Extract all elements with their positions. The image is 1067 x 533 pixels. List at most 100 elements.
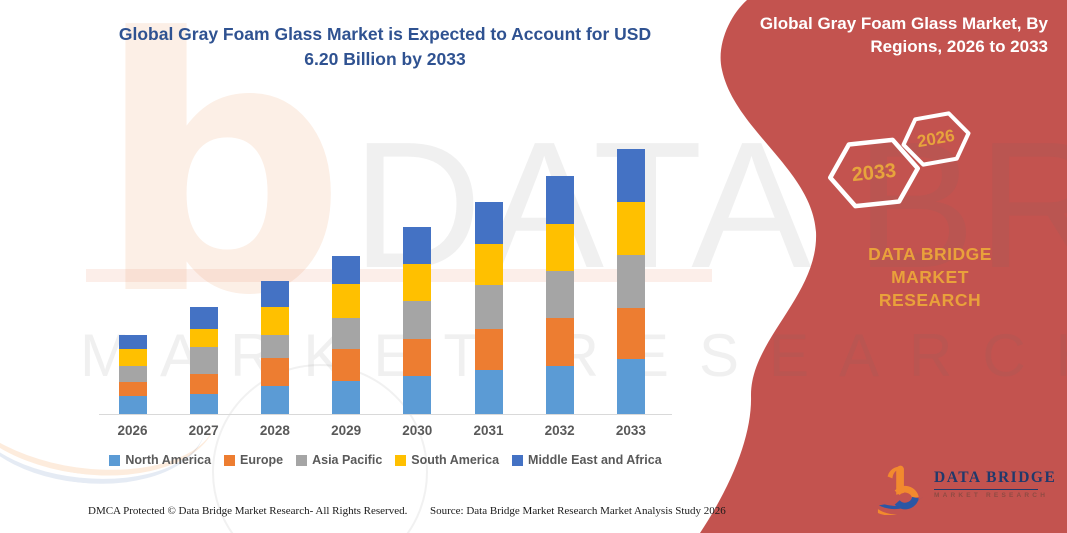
bar-segment-2027-south-america: [189, 328, 218, 348]
bar-segment-2031-middle-east-and-africa: [474, 202, 503, 245]
stacked-bar-2028: [260, 281, 289, 414]
bar-segment-2029-north-america: [332, 380, 361, 414]
ribbon-heading-line1: Global Gray Foam Glass Market, By: [759, 14, 1048, 33]
legend-item-asia-pacific: Asia Pacific: [296, 453, 382, 467]
bar-segment-2031-south-america: [474, 244, 503, 285]
bar-segment-2032-europe: [545, 318, 574, 366]
legend-label: South America: [411, 453, 500, 467]
bar-segment-2033-asia-pacific: [616, 255, 645, 308]
watermark-text-data-bridge: DATA BRIDGE: [352, 105, 1067, 306]
bar-segment-2026-europe: [118, 381, 147, 396]
x-tick-label-2027: 2027: [188, 423, 219, 438]
bar-segment-2027-north-america: [189, 393, 218, 414]
legend-item-middle-east-and-africa: Middle East and Africa: [512, 453, 662, 467]
bar-segment-2031-north-america: [474, 369, 503, 414]
legend-label: Asia Pacific: [312, 453, 383, 467]
x-tick-label-2031: 2031: [473, 423, 504, 438]
x-tick-label-2030: 2030: [402, 423, 433, 438]
x-tick-label-2029: 2029: [331, 423, 362, 438]
x-tick-label-2026: 2026: [117, 423, 148, 438]
footer-source-text: Source: Data Bridge Market Research Mark…: [430, 505, 726, 517]
ribbon-heading: Global Gray Foam Glass Market, By Region…: [736, 12, 1048, 59]
data-bridge-b-icon: [877, 465, 924, 515]
hexagon-badge-2033: 2033: [822, 128, 926, 218]
stacked-bar-2030: [403, 227, 432, 414]
bar-segment-2029-south-america: [332, 283, 361, 318]
bar-segment-2029-middle-east-and-africa: [332, 255, 361, 284]
stacked-bar-2029: [332, 255, 361, 414]
bar-segment-2026-south-america: [118, 349, 147, 366]
bar-segment-2032-north-america: [545, 365, 574, 414]
bar-segment-2028-asia-pacific: [260, 335, 289, 359]
ribbon-brand-text: DATA BRIDGE MARKET RESEARCH: [838, 243, 1022, 312]
stacked-bar-2031: [474, 202, 503, 414]
x-tick-label-2028: 2028: [259, 423, 290, 438]
legend-swatch-icon: [395, 454, 407, 466]
bar-segment-2032-middle-east-and-africa: [545, 176, 574, 225]
legend-swatch-icon: [296, 454, 308, 466]
footer-dmca-text: DMCA Protected © Data Bridge Market Rese…: [88, 505, 408, 517]
bar-segment-2028-north-america: [260, 385, 289, 414]
bar-segment-2033-middle-east-and-africa: [616, 149, 645, 203]
plot-area: 2026 2027 2028 2029 2030 2031 2032 2033: [99, 130, 672, 438]
bar-segment-2026-asia-pacific: [118, 365, 147, 382]
logo-divider: [934, 489, 1038, 490]
bar-segment-2027-asia-pacific: [189, 347, 218, 374]
bar-segment-2028-europe: [260, 358, 289, 386]
watermark-b-logo: b: [96, 0, 347, 372]
legend-item-south-america: South America: [395, 453, 499, 467]
hexagon-outline-icon: [827, 137, 921, 209]
bar-segment-2033-north-america: [616, 359, 645, 414]
chart-legend: North America Europe Asia Pacific South Ame…: [95, 453, 676, 467]
bar-segment-2026-north-america: [118, 395, 147, 414]
stacked-bar-2027: [189, 306, 218, 414]
stacked-bar-2026: [118, 334, 147, 414]
legend-item-europe: Europe: [224, 453, 283, 467]
bar-segment-2032-south-america: [545, 224, 574, 272]
company-logo: DATA BRIDGE MARKET RESEARCH: [876, 461, 1056, 515]
bar-segment-2030-north-america: [403, 375, 432, 414]
hexagon-badge-2026: 2026: [896, 104, 977, 174]
legend-label: Middle East and Africa: [528, 453, 662, 467]
bar-segment-2030-asia-pacific: [403, 300, 432, 339]
legend-label: North America: [125, 453, 212, 467]
stacked-bar-2033: [616, 149, 645, 414]
legend-swatch-icon: [512, 454, 524, 466]
bar-segment-2031-europe: [474, 328, 503, 370]
bar-segment-2030-south-america: [403, 264, 432, 301]
bar-segment-2032-asia-pacific: [545, 271, 574, 319]
bar-segment-2030-middle-east-and-africa: [403, 227, 432, 265]
chart-title-line2: 6.20 Billion by 2033: [304, 49, 466, 70]
ribbon-brand-line1: DATA BRIDGE MARKET: [868, 244, 992, 288]
legend-swatch-icon: [224, 454, 236, 466]
stacked-bar-2032: [545, 176, 574, 414]
bar-segment-2033-europe: [616, 307, 645, 360]
bar-segment-2030-europe: [403, 338, 432, 376]
hexagon-outline-icon: [901, 111, 971, 167]
logo-text-block: DATA BRIDGE MARKET RESEARCH: [934, 461, 1056, 499]
bar-segment-2033-south-america: [616, 202, 645, 256]
x-tick-label-2032: 2032: [544, 423, 575, 438]
bar-segment-2029-asia-pacific: [332, 317, 361, 349]
x-tick-label-2033: 2033: [615, 423, 646, 438]
chart-title: Global Gray Foam Glass Market is Expecte…: [85, 22, 685, 73]
bar-segment-2031-asia-pacific: [474, 284, 503, 329]
chart-title-line1: Global Gray Foam Glass Market is Expecte…: [118, 24, 652, 44]
bar-segment-2028-middle-east-and-africa: [260, 281, 289, 308]
legend-label: Europe: [240, 453, 284, 467]
legend-item-north-america: North America: [109, 453, 211, 467]
bar-segment-2029-europe: [332, 348, 361, 381]
hexagon-year-label: 2026: [915, 125, 957, 152]
bar-segment-2028-south-america: [260, 307, 289, 336]
logo-name: DATA BRIDGE: [934, 469, 1057, 486]
logo-subtitle: MARKET RESEARCH: [934, 492, 1049, 499]
ribbon-brand-line2: RESEARCH: [878, 290, 982, 311]
bar-segment-2027-europe: [189, 373, 218, 394]
ribbon-heading-line2: Regions, 2026 to 2033: [870, 37, 1048, 57]
ribbon-shape: [700, 0, 1067, 533]
bar-segment-2026-middle-east-and-africa: [118, 334, 147, 350]
legend-swatch-icon: [109, 454, 121, 466]
bar-segment-2027-middle-east-and-africa: [189, 306, 218, 329]
